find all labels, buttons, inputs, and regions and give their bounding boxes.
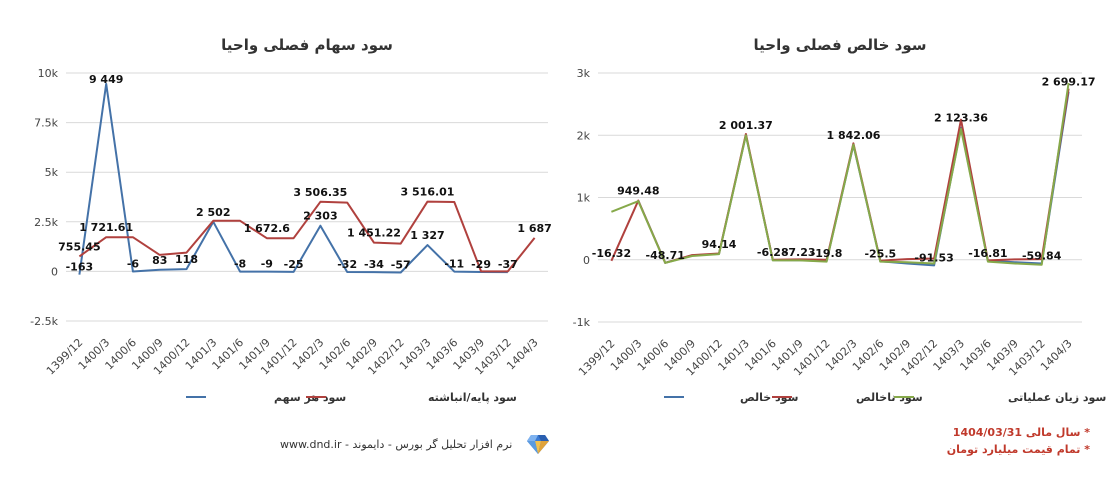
footer-separator: - <box>345 437 349 451</box>
series-line <box>611 82 1070 266</box>
data-label: 118 <box>175 253 198 266</box>
data-label: -19.8 <box>811 247 843 260</box>
data-label: 755.45 <box>58 240 100 253</box>
data-label: 1 451.22 <box>347 227 401 240</box>
legend-label: سود زیان عملیاتی <box>1008 391 1106 404</box>
legend-label: سود پایه/انباشته <box>428 391 517 404</box>
data-label: 2 699.17 <box>1042 76 1096 89</box>
footer-credit: www.dnd.ir - نرم افزار تحلیل گر بورس - د… <box>280 432 550 456</box>
data-label: 2 001.37 <box>719 119 773 132</box>
x-tick-label: 1399/12 <box>44 336 86 378</box>
data-label: -25 <box>284 258 304 271</box>
fiscal-year-note: * سال مالی 1404/03/31 <box>952 426 1090 439</box>
y-tick-label: 0 <box>583 254 590 267</box>
data-label: -6 <box>127 258 140 271</box>
data-label: -8 <box>234 258 246 271</box>
chart-title: سود خالص فصلی واحیا <box>754 36 927 54</box>
data-label: 949.48 <box>617 185 659 198</box>
data-label: 2 303 <box>303 210 337 223</box>
unit-note: * تمام قیمت میلیارد تومان <box>946 443 1090 456</box>
website-link[interactable]: www.dnd.ir <box>280 437 342 451</box>
data-label: 3 506.35 <box>293 186 347 199</box>
data-label: -11 <box>444 258 464 271</box>
y-tick-label: -1k <box>573 316 591 329</box>
data-label: 1 842.06 <box>826 129 880 142</box>
data-label: -16.81 <box>968 247 1007 260</box>
y-tick-label: 10k <box>38 67 59 80</box>
y-tick-label: 1k <box>577 192 591 205</box>
diamond-logo-icon <box>527 435 550 454</box>
legend-label: سود خالص <box>740 391 798 404</box>
series-line <box>610 88 1070 264</box>
data-label: -57 <box>391 259 411 272</box>
data-label: -91.53 <box>914 251 953 264</box>
eps-chart: سود سهام فصلی واحیا -2.5k 0 2.5k 5k 7.5k 10k 13… <box>30 36 552 404</box>
y-tick-label: 3k <box>577 67 591 80</box>
data-label: -6.28 <box>757 246 789 259</box>
y-tick-label: 2k <box>577 129 591 142</box>
data-label: 2 502 <box>196 206 230 219</box>
x-tick-label: 1399/12 <box>576 337 618 379</box>
data-label: 3 516.01 <box>401 186 455 199</box>
data-label: 2 123.36 <box>934 112 988 125</box>
y-tick-label: 2.5k <box>34 216 58 229</box>
data-label: -34 <box>364 258 384 271</box>
footer-notes: * سال مالی 1404/03/31 * تمام قیمت میلیار… <box>947 424 1090 458</box>
data-label: -37 <box>498 258 518 271</box>
y-tick-label: 5k <box>45 166 59 179</box>
data-label: -163 <box>66 261 94 274</box>
data-label: 1 327 <box>410 229 444 242</box>
data-label: -59.84 <box>1022 249 1062 262</box>
data-label: 94.14 <box>702 238 737 251</box>
data-label: 1 721.61 <box>79 221 133 234</box>
data-label: -29 <box>471 258 491 271</box>
data-label: -48.71 <box>646 249 685 262</box>
data-label: 83 <box>152 254 167 267</box>
data-label: -9 <box>261 258 273 271</box>
data-label: -16.32 <box>592 247 631 260</box>
y-tick-label: 0 <box>51 265 58 278</box>
y-tick-label: 7.5k <box>34 117 58 130</box>
chart-title: سود سهام فصلی واحیا <box>221 36 393 54</box>
software-name: نرم افزار تحلیل گر بورس - دایموند <box>352 437 513 451</box>
data-label: -32 <box>337 258 357 271</box>
data-label: 1 672.6 <box>244 222 291 235</box>
series-line <box>78 82 508 275</box>
series-line <box>78 200 536 273</box>
data-label: 1 687 <box>517 222 551 235</box>
data-label: -25.5 <box>864 247 896 260</box>
net-profit-chart: سود خالص فصلی واحیا-1k01k2k3k1399/121400… <box>573 36 1107 404</box>
legend-label: سود ناخالص <box>856 391 923 404</box>
data-label: 9 449 <box>89 73 123 86</box>
data-label: -7.23 <box>784 246 816 259</box>
y-tick-label: -2.5k <box>30 315 58 328</box>
